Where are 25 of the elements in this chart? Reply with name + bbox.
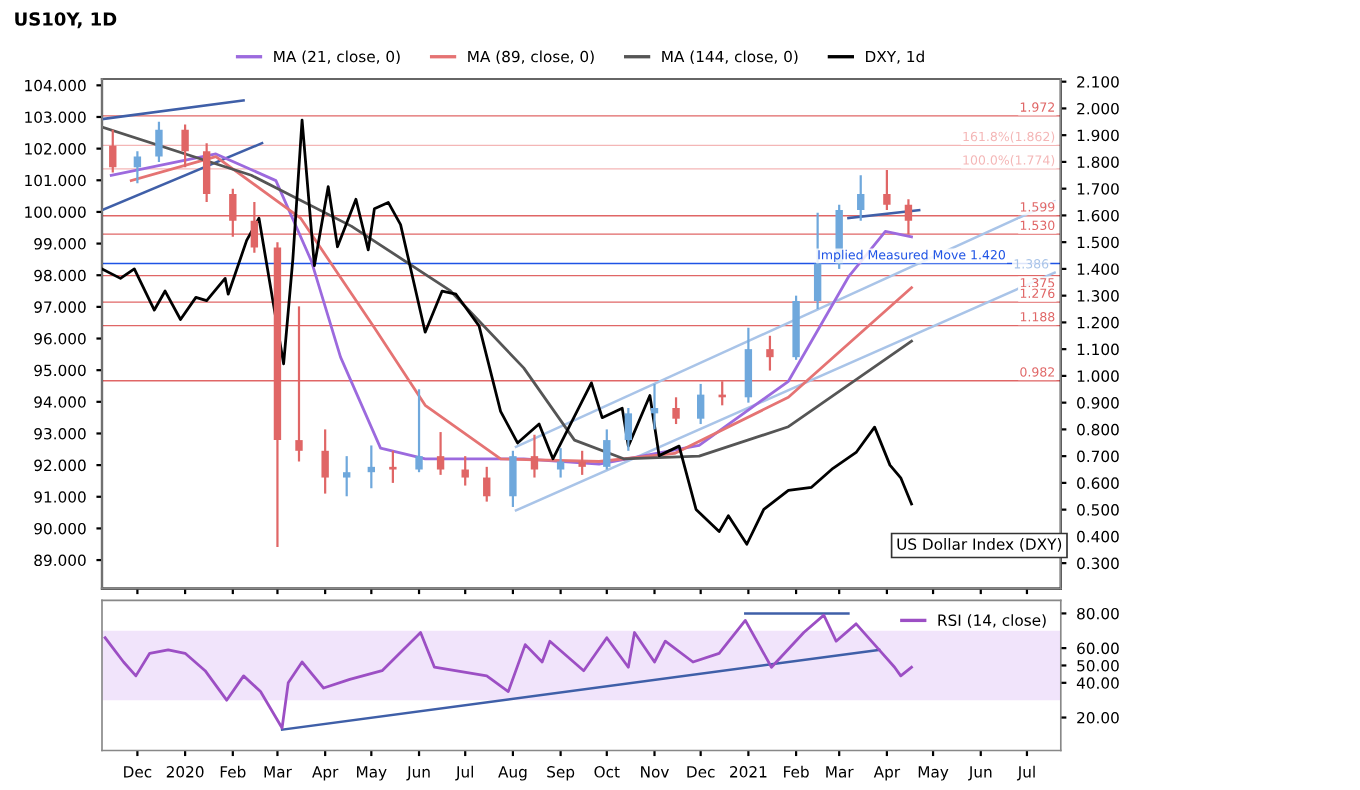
- candlestick: [155, 120, 163, 164]
- candlestick: [436, 430, 445, 476]
- candlestick: [181, 123, 189, 169]
- candlestick: [343, 455, 351, 498]
- candlestick: [696, 382, 705, 426]
- candlestick: [883, 168, 891, 212]
- candlestick: [603, 428, 611, 471]
- candlestick: [321, 428, 329, 495]
- candlestick: [624, 406, 633, 452]
- chart-title: US10Y, 1D: [15, 12, 117, 29]
- candlestick: [415, 388, 423, 474]
- candlestick: [766, 334, 774, 372]
- candlestick: [109, 128, 117, 174]
- candlestick: [672, 396, 680, 426]
- line-series: [103, 613, 913, 730]
- candlestick: [461, 455, 469, 487]
- candlestick: [556, 447, 565, 479]
- candlestick: [483, 465, 491, 503]
- candlestick: [857, 174, 865, 222]
- candlestick: [389, 449, 397, 485]
- candlestick: [578, 449, 586, 476]
- candlestick: [813, 211, 822, 311]
- candlestick: [509, 449, 517, 509]
- candlestick: [202, 142, 211, 204]
- candlestick: [530, 433, 539, 479]
